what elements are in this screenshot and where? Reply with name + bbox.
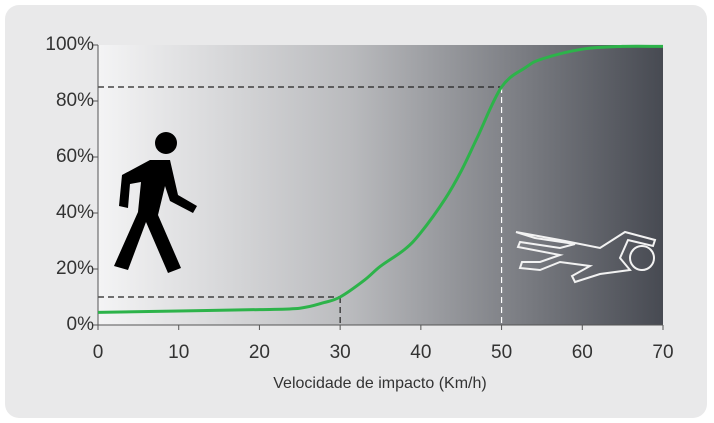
x-tick-label: 40 [410,342,431,363]
x-axis-title: Velocidade de impacto (Km/h) [273,375,486,392]
x-tick-label: 70 [652,342,673,363]
y-tick-label: 80% [56,90,94,111]
x-tick-label: 50 [491,342,512,363]
x-tick-label: 0 [93,342,104,363]
y-tick-label: 20% [56,258,94,279]
y-tick-label: 100% [45,34,94,55]
y-tick-label: 0% [67,314,95,335]
page: {"chart_data": {"type": "line", "x_label… [0,0,714,423]
y-tick-label: 40% [56,202,94,223]
y-tick-label: 60% [56,146,94,167]
x-tick-label: 10 [168,342,189,363]
chart: Velocidade de impacto (Km/h) 0% 20% 40% 60%… [0,0,714,423]
x-tick-label: 30 [330,342,351,363]
x-tick-label: 20 [249,342,270,363]
x-tick-label: 60 [572,342,593,363]
